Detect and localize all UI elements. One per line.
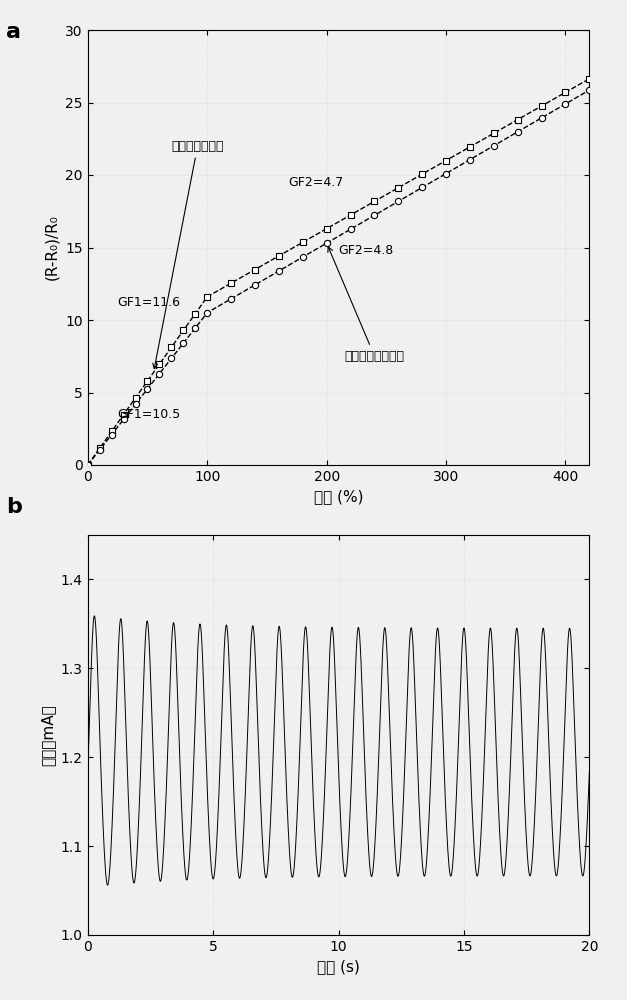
Y-axis label: 电流（mA）: 电流（mA） (40, 704, 55, 766)
Text: a: a (6, 22, 21, 42)
Text: GF1=11.6: GF1=11.6 (118, 296, 181, 309)
Text: GF2=4.8: GF2=4.8 (339, 244, 394, 257)
X-axis label: 应变 (%): 应变 (%) (314, 489, 363, 504)
X-axis label: 时间 (s): 时间 (s) (317, 959, 360, 974)
Text: b: b (6, 497, 22, 517)
Text: 自愈后应变传感器: 自愈后应变传感器 (328, 247, 404, 363)
Y-axis label: (R-R₀)/R₀: (R-R₀)/R₀ (45, 215, 60, 280)
Text: GF2=4.7: GF2=4.7 (288, 176, 344, 189)
Text: 初始应变传感器: 初始应变传感器 (153, 139, 224, 369)
Text: GF1=10.5: GF1=10.5 (118, 408, 181, 421)
